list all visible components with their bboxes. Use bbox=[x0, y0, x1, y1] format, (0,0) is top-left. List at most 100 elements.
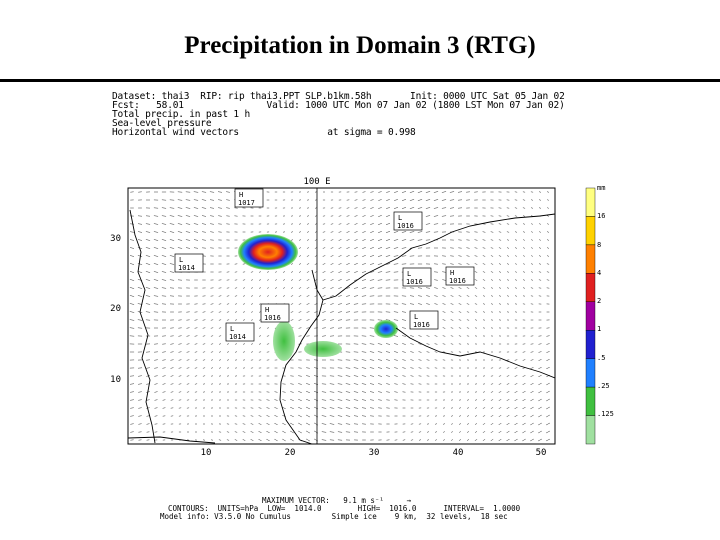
wind-vector bbox=[330, 223, 334, 225]
wind-vector bbox=[169, 215, 175, 217]
wind-vector bbox=[146, 415, 150, 417]
wind-vector bbox=[538, 367, 542, 369]
wind-vector bbox=[242, 319, 246, 321]
wind-vector bbox=[138, 375, 142, 377]
wind-vector bbox=[154, 415, 158, 417]
wind-vector bbox=[337, 407, 343, 409]
wind-vector bbox=[218, 295, 222, 297]
wind-vector bbox=[322, 279, 326, 281]
wind-vector bbox=[346, 215, 350, 217]
wind-vector bbox=[498, 399, 502, 401]
header-forecast-line: Fcst: 58.01 Valid: 1000 UTC Mon 07 Jan 0… bbox=[112, 100, 565, 111]
wind-vector bbox=[362, 215, 366, 217]
wind-vector bbox=[450, 343, 454, 345]
wind-vector bbox=[186, 375, 190, 377]
wind-vector bbox=[194, 375, 198, 377]
wind-vector bbox=[538, 247, 542, 249]
wind-vector bbox=[274, 391, 278, 393]
wind-vector bbox=[234, 295, 238, 297]
wind-vector bbox=[145, 263, 151, 265]
wind-vector bbox=[457, 191, 463, 193]
wind-vector bbox=[338, 215, 342, 217]
wind-vector bbox=[290, 414, 294, 418]
wind-vector bbox=[426, 303, 430, 305]
wind-vector bbox=[290, 271, 294, 273]
wind-vector bbox=[329, 407, 335, 409]
wind-vector bbox=[361, 359, 367, 361]
wind-vector bbox=[522, 255, 526, 257]
wind-vector bbox=[466, 399, 470, 401]
wind-vector bbox=[498, 263, 502, 265]
wind-vector bbox=[353, 399, 359, 401]
wind-vector bbox=[409, 303, 415, 305]
wind-vector bbox=[298, 303, 302, 305]
wind-vector bbox=[442, 327, 446, 329]
wind-vector bbox=[130, 391, 134, 393]
header-field-wind: Horizontal wind vectors at sigma = 0.998 bbox=[112, 127, 416, 138]
wind-vector bbox=[145, 295, 151, 297]
wind-vector bbox=[433, 199, 439, 201]
wind-vector bbox=[362, 231, 366, 233]
wind-vector bbox=[330, 231, 334, 233]
wind-vector bbox=[226, 343, 230, 345]
wind-vector bbox=[498, 255, 502, 257]
wind-vector bbox=[298, 399, 302, 401]
wind-vector bbox=[170, 343, 174, 345]
wind-vector bbox=[466, 327, 470, 329]
wind-vector bbox=[145, 223, 151, 225]
colorbar-label: 1 bbox=[597, 325, 601, 333]
wind-vector bbox=[346, 255, 350, 257]
wind-vector bbox=[322, 327, 326, 329]
wind-vector bbox=[514, 422, 518, 426]
footer-model-info: Model info: V3.5.0 No Cumulus Simple ice… bbox=[160, 512, 508, 521]
wind-vector bbox=[450, 287, 454, 289]
wind-vector bbox=[162, 367, 166, 369]
wind-vector bbox=[290, 319, 294, 321]
wind-vector bbox=[434, 351, 438, 353]
wind-vector bbox=[330, 255, 334, 257]
wind-vector bbox=[186, 367, 190, 369]
colorbar-swatch bbox=[585, 415, 596, 445]
wind-vector bbox=[530, 271, 534, 273]
wind-vector bbox=[506, 279, 510, 281]
wind-vector bbox=[162, 351, 166, 353]
wind-vector bbox=[401, 199, 407, 201]
wind-vector bbox=[458, 431, 462, 433]
wind-vector bbox=[194, 359, 198, 361]
wind-vector bbox=[202, 335, 206, 337]
pressure-center: L 1014 bbox=[225, 322, 255, 342]
precip-area-east bbox=[374, 320, 398, 338]
wind-vector bbox=[154, 391, 158, 393]
wind-vector bbox=[329, 415, 335, 417]
wind-vector bbox=[306, 271, 310, 273]
y-tick-label: 20 bbox=[110, 304, 121, 314]
wind-vector bbox=[306, 247, 310, 249]
wind-vector bbox=[161, 239, 167, 241]
wind-vector bbox=[450, 263, 454, 265]
wind-vector bbox=[498, 303, 502, 305]
wind-vector bbox=[466, 431, 470, 433]
wind-vector bbox=[498, 383, 502, 385]
wind-vector bbox=[177, 215, 183, 217]
wind-vector bbox=[330, 311, 334, 313]
wind-vector bbox=[514, 367, 518, 369]
wind-vector bbox=[434, 335, 438, 337]
wind-vector bbox=[130, 415, 134, 417]
wind-vector bbox=[498, 423, 502, 425]
wind-vector bbox=[377, 359, 383, 361]
wind-vector bbox=[321, 399, 327, 401]
wind-vector bbox=[394, 391, 398, 393]
wind-vector bbox=[154, 375, 158, 377]
wind-vector bbox=[345, 311, 351, 313]
wind-vector bbox=[258, 439, 262, 441]
wind-vector bbox=[202, 327, 206, 329]
wind-vector bbox=[242, 423, 246, 425]
wind-vector bbox=[538, 382, 542, 386]
wind-vector bbox=[161, 247, 167, 249]
wind-vector bbox=[185, 207, 191, 209]
wind-vector bbox=[218, 207, 222, 209]
wind-vector bbox=[402, 327, 406, 329]
wind-vector bbox=[337, 399, 343, 401]
wind-vector bbox=[306, 255, 310, 257]
